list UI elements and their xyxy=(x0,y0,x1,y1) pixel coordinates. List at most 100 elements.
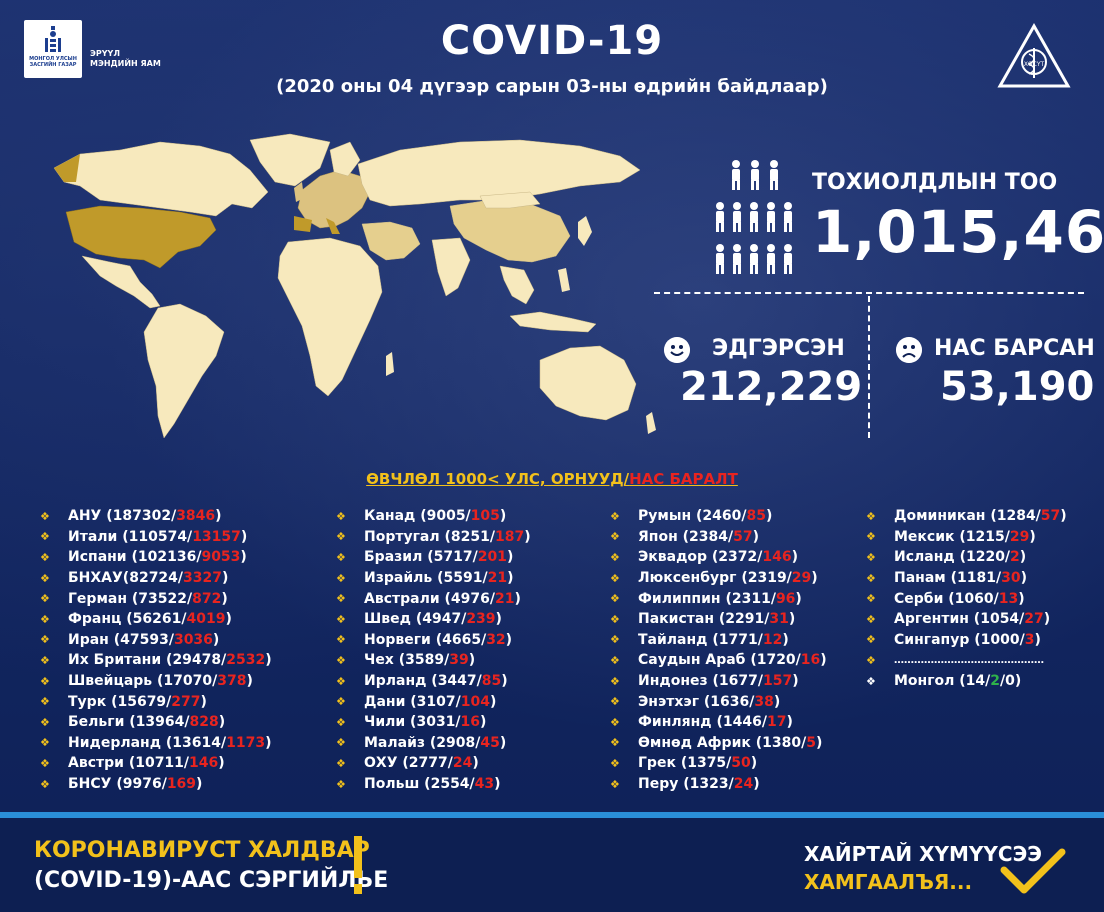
happy-face-icon xyxy=(664,337,690,363)
bullet-icon: ❖ xyxy=(336,633,346,647)
country-row-end: ) xyxy=(811,570,818,587)
country-row-end: ) xyxy=(468,652,476,669)
country-name-cases: Бельги (13964/ xyxy=(68,714,190,731)
country-row-end: ) xyxy=(218,714,226,731)
country-deaths: 85 xyxy=(481,673,502,690)
bullet-icon: ❖ xyxy=(336,592,346,606)
country-deaths: 57 xyxy=(733,528,753,545)
bullet-icon: ❖ xyxy=(610,695,620,709)
recovered-value: 212,229 xyxy=(680,364,863,410)
country-row-end: ) xyxy=(1060,508,1067,525)
country-name-cases: Дани (3107/ xyxy=(364,693,461,710)
country-column-3: ❖ Румын (2460/85) ❖ Япон (2384/57) ❖ Эквадор … xyxy=(610,506,827,794)
country-row-end: ) xyxy=(196,776,203,793)
country-name-cases: Доминикан (1284/ xyxy=(894,508,1041,525)
country-deaths: 85 xyxy=(746,508,766,525)
people-group-icon xyxy=(716,160,792,274)
country-row-end: ) xyxy=(506,549,514,566)
checkmark-icon xyxy=(1000,848,1066,894)
country-deaths: 105 xyxy=(470,508,500,525)
country-row: ❖ Эквадор (2372/146) xyxy=(610,547,827,568)
country-name-cases: Пакистан (2291/ xyxy=(638,611,770,628)
country-deaths: 39 xyxy=(449,652,469,669)
country-deaths: 1173 xyxy=(226,734,266,751)
country-row: ❖ Филиппин (2311/96) xyxy=(610,588,827,609)
country-row: ❖ Бельги (13964/828) xyxy=(40,712,272,733)
country-row: ❖ Дани (3107/104) xyxy=(336,691,531,712)
bullet-icon: ❖ xyxy=(866,530,876,544)
bullet-icon: ❖ xyxy=(866,550,876,564)
country-row: ❖ Пакистан (2291/31) xyxy=(610,609,827,630)
sad-face-icon xyxy=(896,337,922,363)
country-deaths: 201 xyxy=(477,549,507,566)
country-deaths: 5 xyxy=(806,734,816,751)
country-row-end: ) xyxy=(820,652,827,669)
country-deaths: 378 xyxy=(217,673,247,690)
country-name-cases: Люксенбург (2319/ xyxy=(638,570,792,587)
country-deaths: 146 xyxy=(189,755,219,772)
emblem-text: ХӨСҮТ xyxy=(1024,61,1045,68)
country-row: ❖ Норвеги (4665/32) xyxy=(336,630,531,651)
country-deaths: 24 xyxy=(733,776,754,793)
bullet-icon: ❖ xyxy=(866,592,876,606)
country-deaths: 3327 xyxy=(183,570,222,587)
country-name-cases: Чех (3589/ xyxy=(364,652,450,669)
country-name-cases: Израйль (5591/ xyxy=(364,570,488,587)
country-row-end: ) xyxy=(786,714,793,731)
bullet-icon: ❖ xyxy=(40,653,50,667)
country-row-end: ) xyxy=(795,590,802,607)
country-name-cases: Япон (2384/ xyxy=(638,528,734,545)
bullet-icon: ❖ xyxy=(40,695,50,709)
country-row: ❖ Нидерланд (13614/1173) xyxy=(40,733,272,754)
country-row: ❖ Энэтхэг (1636/38) xyxy=(610,691,827,712)
country-deaths: 24 xyxy=(452,755,473,772)
country-deaths: 21 xyxy=(487,570,508,587)
country-deaths: 27 xyxy=(1024,611,1044,628)
bullet-icon: ❖ xyxy=(40,633,50,647)
country-row-end: ) xyxy=(788,611,796,628)
bullet-icon: ❖ xyxy=(336,550,346,564)
health-center-emblem-icon: ХӨСҮТ xyxy=(997,22,1071,88)
bullet-icon: ❖ xyxy=(40,530,50,544)
country-row-end: ) xyxy=(501,673,508,690)
bullet-icon: ❖ xyxy=(610,674,620,688)
country-name-cases: Турк (15679/ xyxy=(68,693,172,710)
country-row: ❖ ОХУ (2777/24) xyxy=(336,753,531,774)
country-row-end: ) xyxy=(505,631,513,648)
country-name-cases: Иран (47593/ xyxy=(68,631,174,648)
country-row-end: ) xyxy=(1034,631,1041,648)
country-deaths: 16 xyxy=(460,714,481,731)
country-deaths: 13157 xyxy=(192,528,241,545)
country-name-cases: Португал (8251/ xyxy=(364,528,495,545)
footer-left-line-1: КОРОНАВИРУСТ ХАЛДВАР xyxy=(34,838,370,863)
country-name-cases: Итали (110574/ xyxy=(68,528,193,545)
bullet-icon: ❖ xyxy=(610,612,620,626)
country-name-cases: Нидерланд (13614/ xyxy=(68,734,227,751)
country-row-end: ) xyxy=(1029,528,1036,545)
bullet-icon: ❖ xyxy=(610,653,620,667)
bullet-icon: ❖ xyxy=(40,509,50,523)
country-row: ❖ Малайз (2908/45) xyxy=(336,733,531,754)
country-row-end: ) xyxy=(1019,549,1027,566)
country-name-cases: Бразил (5717/ xyxy=(364,549,478,566)
bullet-icon: ❖ xyxy=(336,509,346,523)
exclamation-icon xyxy=(354,836,362,894)
bullet-icon: ❖ xyxy=(40,715,50,729)
bullet-icon: ❖ xyxy=(610,571,620,585)
country-row-end: ) xyxy=(1018,590,1025,607)
country-deaths: 157 xyxy=(762,673,793,690)
country-name-cases: БНХАУ(82724/ xyxy=(68,570,184,587)
country-row-end: ) xyxy=(750,755,758,772)
country-row: ❖ Исланд (1220/2) xyxy=(866,547,1067,568)
mongolia-deaths: /0) xyxy=(1000,673,1022,690)
country-name-cases: Румын (2460/ xyxy=(638,508,747,525)
country-name-cases: Норвеги (4665/ xyxy=(364,631,487,648)
bullet-icon: ❖ xyxy=(610,592,620,606)
ministry-name: ЭРҮҮЛ МЭНДИЙН ЯАМ xyxy=(90,49,161,69)
country-row-end: ) xyxy=(753,776,760,793)
recovered-label: ЭДГЭРСЭН xyxy=(712,336,845,361)
country-row: ❖ Люксенбург (2319/29) xyxy=(610,568,827,589)
mongolia-recovered: 2 xyxy=(990,673,1001,690)
bullet-icon: ❖ xyxy=(40,756,50,770)
cases-value: 1,015,466 xyxy=(812,198,1104,266)
